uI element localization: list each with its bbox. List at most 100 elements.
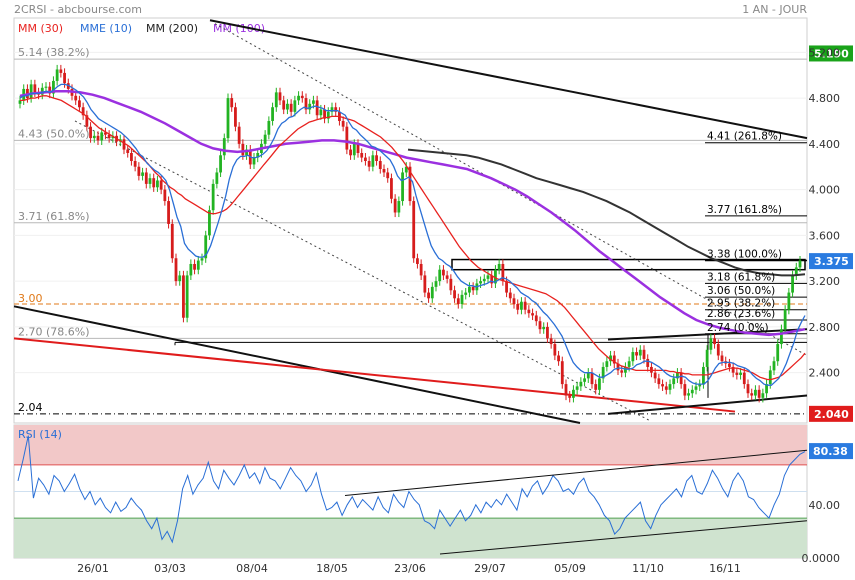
candle-body: [315, 100, 319, 116]
candle-body: [583, 378, 586, 382]
candle-body: [787, 292, 791, 310]
candle-body: [731, 366, 735, 373]
candle-body: [40, 87, 44, 95]
legend-ma200: MM (200): [146, 22, 199, 35]
candle-body: [196, 260, 200, 270]
candle-body: [352, 143, 356, 156]
red-support-trendline: [13, 337, 736, 413]
candle-body: [735, 372, 739, 375]
candle-body: [456, 298, 460, 305]
candle-body: [482, 278, 486, 282]
date-axis-tick-label: 18/05: [316, 562, 348, 575]
date-axis-tick-label: 05/09: [554, 562, 586, 575]
candle-body: [586, 372, 590, 379]
candle-body: [200, 258, 204, 261]
price-axis-tick-label: 3.600: [809, 229, 841, 242]
candle-body: [81, 107, 85, 116]
long-term-downtrend-line: [209, 19, 808, 140]
rsi-value-text: 80.38: [813, 445, 848, 458]
candle-body: [33, 84, 37, 93]
candle-body: [646, 358, 650, 367]
candle-body: [720, 355, 724, 362]
candle-body: [468, 286, 471, 293]
candle-body: [408, 166, 412, 202]
chart-period-label: 1 AN - JOUR: [742, 3, 807, 16]
candle-body: [189, 263, 193, 276]
candle-body: [89, 126, 92, 139]
candle-body: [159, 180, 163, 190]
candle-body: [590, 372, 594, 385]
candle-body: [445, 275, 449, 279]
marker-last-price-box: [809, 253, 853, 270]
fibo-level-label: 3.71 (61.8%): [18, 210, 90, 223]
candle-body: [349, 149, 352, 156]
candle-body: [271, 107, 274, 121]
channel-lower-dotted-line: [74, 120, 651, 422]
candle-body: [182, 275, 185, 318]
candle-body: [319, 109, 323, 116]
candle-body: [393, 198, 397, 213]
candle-body: [137, 166, 141, 176]
candle-body: [430, 286, 434, 299]
candle-body: [367, 161, 371, 167]
date-axis-tick-label: 23/06: [394, 562, 426, 575]
candle-body: [549, 338, 553, 345]
candle-body: [44, 86, 48, 88]
candle-body: [497, 263, 501, 270]
candle-body: [627, 361, 631, 367]
candle-body: [412, 201, 416, 259]
candle-body: [579, 381, 583, 387]
candle-body: [304, 98, 308, 110]
fibo-extension-label: 3.38 (100.0%): [707, 249, 782, 261]
candle-body: [312, 100, 315, 104]
fibo-extension-label: 3.18 (61.8%): [707, 271, 775, 283]
candle-body: [676, 372, 679, 379]
candle-body: [323, 109, 326, 119]
candle-body: [568, 395, 572, 398]
candle-body: [48, 86, 52, 94]
candle-body: [375, 155, 378, 162]
candle-body: [690, 389, 694, 394]
candle-body: [141, 172, 144, 176]
candle-body: [798, 260, 802, 268]
candle-body: [694, 386, 698, 390]
fibo-level-label: 2.04: [18, 401, 43, 414]
candle-body: [326, 111, 330, 119]
candle-body: [185, 275, 189, 318]
price-axis-tick-label: 2.800: [809, 321, 841, 334]
candle-body: [334, 107, 338, 112]
fibo-extension-label: 3.06 (50.0%): [707, 285, 775, 297]
candle-body: [167, 201, 170, 224]
date-axis-tick-label: 16/11: [709, 562, 741, 575]
candle-body: [746, 384, 750, 394]
candle-body: [364, 157, 367, 162]
date-axis-tick-label: 26/01: [77, 562, 109, 575]
ema10-line: [19, 83, 806, 386]
candle-body: [765, 384, 768, 394]
candle-body: [63, 72, 66, 84]
candle-body: [341, 120, 345, 127]
fibo-level-label: 2.70 (78.6%): [18, 325, 90, 338]
candle-body: [378, 161, 382, 170]
price-axis-tick-label: 3.200: [809, 275, 841, 288]
candle-body: [527, 309, 531, 314]
candle-body: [29, 84, 33, 99]
candle-body: [683, 384, 687, 396]
candle-body: [122, 139, 126, 150]
date-axis-tick-label: 08/04: [236, 562, 268, 575]
candle-body: [508, 292, 512, 299]
candle-body: [267, 120, 271, 135]
candle-body: [728, 363, 731, 367]
candle-body: [237, 126, 241, 144]
candle-body: [780, 329, 783, 345]
rsi-lower-trendline: [439, 520, 808, 555]
candle-body: [419, 263, 423, 276]
candle-body: [449, 278, 453, 291]
candle-body: [687, 393, 690, 396]
date-axis-tick-label: 11/10: [632, 562, 664, 575]
candle-body: [494, 269, 497, 284]
fibo-level-label: 5.14 (38.2%): [18, 46, 90, 59]
candle-body: [256, 153, 260, 158]
candle-body: [100, 132, 104, 141]
